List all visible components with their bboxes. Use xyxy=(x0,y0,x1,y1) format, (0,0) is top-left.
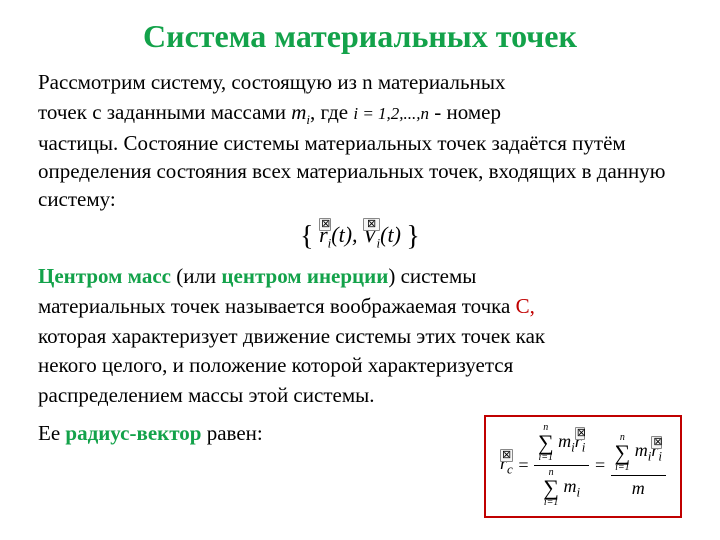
sigma3-icon: ∑ xyxy=(615,443,631,463)
r-sub: i xyxy=(328,236,332,251)
rc-sub: c xyxy=(507,462,513,477)
fraction-2: n ∑ i=1 mi⊠ri m xyxy=(611,433,666,499)
frac2-den: m xyxy=(611,476,666,499)
cm-line-2: материальных точек называется воображаем… xyxy=(38,293,682,321)
i-range: i = 1,2,...,n xyxy=(353,104,429,123)
cm-rest1: ) системы xyxy=(388,264,476,288)
rc-vector: ⊠ rc xyxy=(500,453,513,478)
num2-m: m xyxy=(635,440,648,460)
cm-line-5: распределением массы этой системы. xyxy=(38,382,682,410)
mi-symbol: mi xyxy=(291,100,310,124)
cm-line-1: Центром масс (или центром инерции) систе… xyxy=(38,263,682,291)
num1-m: m xyxy=(558,431,571,451)
frac2-num: n ∑ i=1 mi⊠ri xyxy=(611,433,666,476)
intro-line-2: точек с заданными массами mi, где i = 1,… xyxy=(38,99,682,128)
num2-r-sub: i xyxy=(658,449,662,464)
rv-a: Ее xyxy=(38,421,65,445)
cm-mid: (или xyxy=(171,264,221,288)
v-of-t: (t) xyxy=(380,222,401,247)
sigma-3: n ∑ i=1 xyxy=(615,433,631,473)
r-vector: ⊠ ri xyxy=(319,222,331,251)
mi-m: m xyxy=(291,100,306,124)
intro-line-2c: - номер xyxy=(429,100,501,124)
center-mass-term: Центром масс xyxy=(38,264,171,288)
num1-ri-arrow-icon: ⊠ xyxy=(575,427,586,440)
sigma3-bot: i=1 xyxy=(615,463,631,473)
intro-line-3: частицы. Состояние системы материальных … xyxy=(38,130,682,213)
slide-title: Система материальных точек xyxy=(38,18,682,55)
frac1-num: n ∑ i=1 mi⊠ri xyxy=(534,423,589,466)
brace-close: } xyxy=(406,221,419,252)
v-vector: ⊠ Vi xyxy=(363,222,380,251)
brace-open: { xyxy=(300,221,313,252)
eq-sign-1: = xyxy=(517,455,534,475)
rv-b: равен: xyxy=(201,421,262,445)
intro-line-1: Рассмотрим систему, состоящую из n матер… xyxy=(38,69,682,97)
fraction-1: n ∑ i=1 mi⊠ri n ∑ i=1 mi xyxy=(534,423,589,508)
num1-ri: ⊠ri xyxy=(575,431,586,456)
radius-vector-term: радиус-вектор xyxy=(65,421,201,445)
formula-box: ⊠ rc = n ∑ i=1 mi⊠ri n ∑ i=1 mi xyxy=(484,415,682,518)
den1-m-sub: i xyxy=(576,484,580,499)
rc-arrow-icon: ⊠ xyxy=(500,449,513,462)
den1-mi: mi xyxy=(563,476,580,496)
num1-r-sub: i xyxy=(582,440,586,455)
sigma-2: n ∑ i=1 xyxy=(543,468,559,508)
sigma2-bot: i=1 xyxy=(543,498,559,508)
slide: Система материальных точек Рассмотрим си… xyxy=(0,0,720,540)
intro-line-2b: , где xyxy=(310,100,353,124)
num2-ri: ⊠ri xyxy=(651,440,662,465)
den1-m: m xyxy=(563,476,576,496)
c-point-letter: С xyxy=(516,294,530,318)
v-vector-arrow-icon: ⊠ xyxy=(363,218,380,231)
den2-m: m xyxy=(632,478,645,498)
c-point-comma: , xyxy=(530,294,535,318)
r-of-t: (t) xyxy=(331,222,352,247)
eq-sign-2: = xyxy=(594,455,611,475)
v-sub: i xyxy=(377,236,381,251)
state-comma: , xyxy=(352,222,363,247)
cm-line-3: которая характеризует движение системы э… xyxy=(38,323,682,351)
frac1-den: n ∑ i=1 mi xyxy=(534,466,589,508)
sigma1-icon: ∑ xyxy=(538,433,554,453)
state-equation: { ⊠ ri (t), ⊠ Vi (t) } xyxy=(38,221,682,253)
num2-mi: mi xyxy=(635,440,652,460)
cm-line-4: некого целого, и положение которой харак… xyxy=(38,352,682,380)
center-inertia-term: центром инерции xyxy=(221,264,388,288)
sigma2-icon: ∑ xyxy=(543,478,559,498)
cm-line-2a: материальных точек называется воображаем… xyxy=(38,294,516,318)
num1-mi: mi xyxy=(558,431,575,451)
sigma-1: n ∑ i=1 xyxy=(538,423,554,463)
sigma1-bot: i=1 xyxy=(538,453,554,463)
num2-ri-arrow-icon: ⊠ xyxy=(651,436,662,449)
r-vector-arrow-icon: ⊠ xyxy=(319,218,331,231)
intro-line-2a: точек с заданными массами xyxy=(38,100,291,124)
